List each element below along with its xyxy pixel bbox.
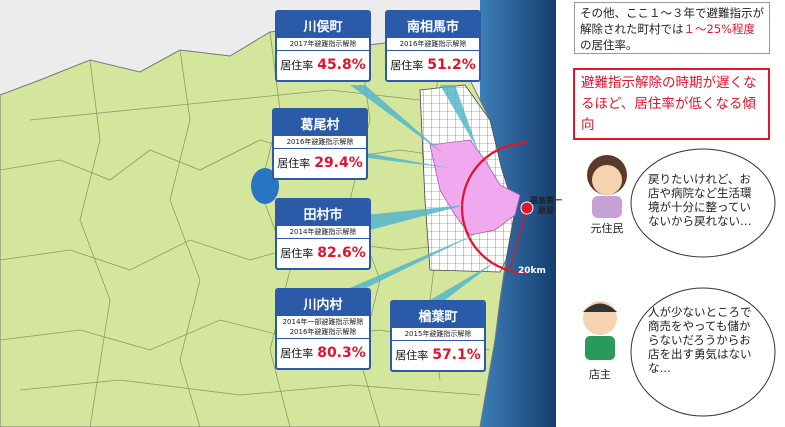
note-text: の居住率。 [580,38,638,52]
callout-box: 田村市 2014年避難指示解除居住率 82.6% [275,198,371,270]
rate-value: 82.6% [317,245,366,261]
rate-label: 居住率 [280,347,314,360]
rate-label: 居住率 [280,59,314,72]
rate-row: 居住率 45.8% [277,51,369,80]
note-other: その他、ここ１～３年で避難指示が解除された町村では１～25%程度の居住率。 [574,2,770,54]
speech-bubble [630,287,776,417]
release-status: 2016年避難指示解除 [274,136,366,149]
radius-line [509,207,528,269]
release-status: 2017年避難指示解除 [277,38,369,51]
speech-bubble [630,148,776,258]
municipality-name: 川俣町 [277,12,369,38]
speech-text: 人が少ないところで商売をやっても儲からないだろうからお店を出す勇気はないな… [648,305,752,375]
callout-box: 南相馬市 2016年避難指示解除居住率 51.2% [385,10,481,82]
role-label: 店主 [589,368,611,381]
release-status-line: 2014年一部避難指示解除 [282,318,364,326]
rate-row: 居住率 82.6% [277,239,369,268]
release-status: 2016年避難指示解除 [387,38,479,51]
rate-label: 居住率 [390,59,424,72]
resident-icon [587,155,627,218]
release-status-line: 2016年避難指示解除 [289,328,357,336]
rate-row: 居住率 51.2% [387,51,479,80]
municipality-name: 葛尾村 [274,110,366,136]
release-status-line: 2016年避難指示解除 [399,40,467,48]
municipality-name: 田村市 [277,200,369,226]
rate-row: 居住率 29.4% [274,149,366,178]
plant-label-line: 原発 [538,206,554,215]
rate-row: 居住率 57.1% [392,341,484,370]
municipality-name: 楢葉町 [392,302,484,328]
release-status-line: 2016年避難指示解除 [286,138,354,146]
release-status-line: 2015年避難指示解除 [404,330,472,338]
callout-box: 川俣町 2017年避難指示解除居住率 45.8% [275,10,371,82]
rate-value: 57.1% [432,347,481,363]
callout-box: 葛尾村 2016年避難指示解除居住率 29.4% [272,108,368,180]
rate-value: 80.3% [317,345,366,361]
plant-marker [520,201,534,215]
municipality-name: 川内村 [277,290,369,316]
rate-row: 居住率 80.3% [277,339,369,368]
radius-circle [460,141,528,275]
plant-label: 福島第一 原発 [530,196,562,216]
municipality-name: 南相馬市 [387,12,479,38]
radius-label: 20km [518,266,546,276]
release-status: 2015年避難指示解除 [392,328,484,341]
callout-box: 楢葉町 2015年避難指示解除居住率 57.1% [390,300,486,372]
rate-value: 45.8% [317,57,366,73]
callout-pointers [345,85,495,300]
role-label: 元住民 [590,222,624,235]
note-highlight: １～25%程度 [683,22,756,36]
speech-text: 戻りたいけれど、お店や病院など生活環境が十分に整っていないから戻れない… [648,172,752,228]
rate-label: 居住率 [277,157,311,170]
release-status-line: 2014年避難指示解除 [289,228,357,236]
plant-label-line: 福島第一 [530,196,562,205]
rate-label: 居住率 [395,349,429,362]
note-trend: 避難指示解除の時期が遅くなるほど、居住率が低くなる傾向 [573,68,770,140]
shopkeeper-icon [583,301,617,360]
rate-value: 51.2% [427,57,476,73]
release-status: 2014年一部避難指示解除 2016年避難指示解除 [277,316,369,339]
rate-value: 29.4% [314,155,363,171]
rate-label: 居住率 [280,247,314,260]
callout-box: 川内村 2014年一部避難指示解除 2016年避難指示解除居住率 80.3% [275,288,371,370]
note-text: その他、ここ１～３年で避難指示が解除された町村では [580,6,764,36]
release-status-line: 2017年避難指示解除 [289,40,357,48]
release-status: 2014年避難指示解除 [277,226,369,239]
